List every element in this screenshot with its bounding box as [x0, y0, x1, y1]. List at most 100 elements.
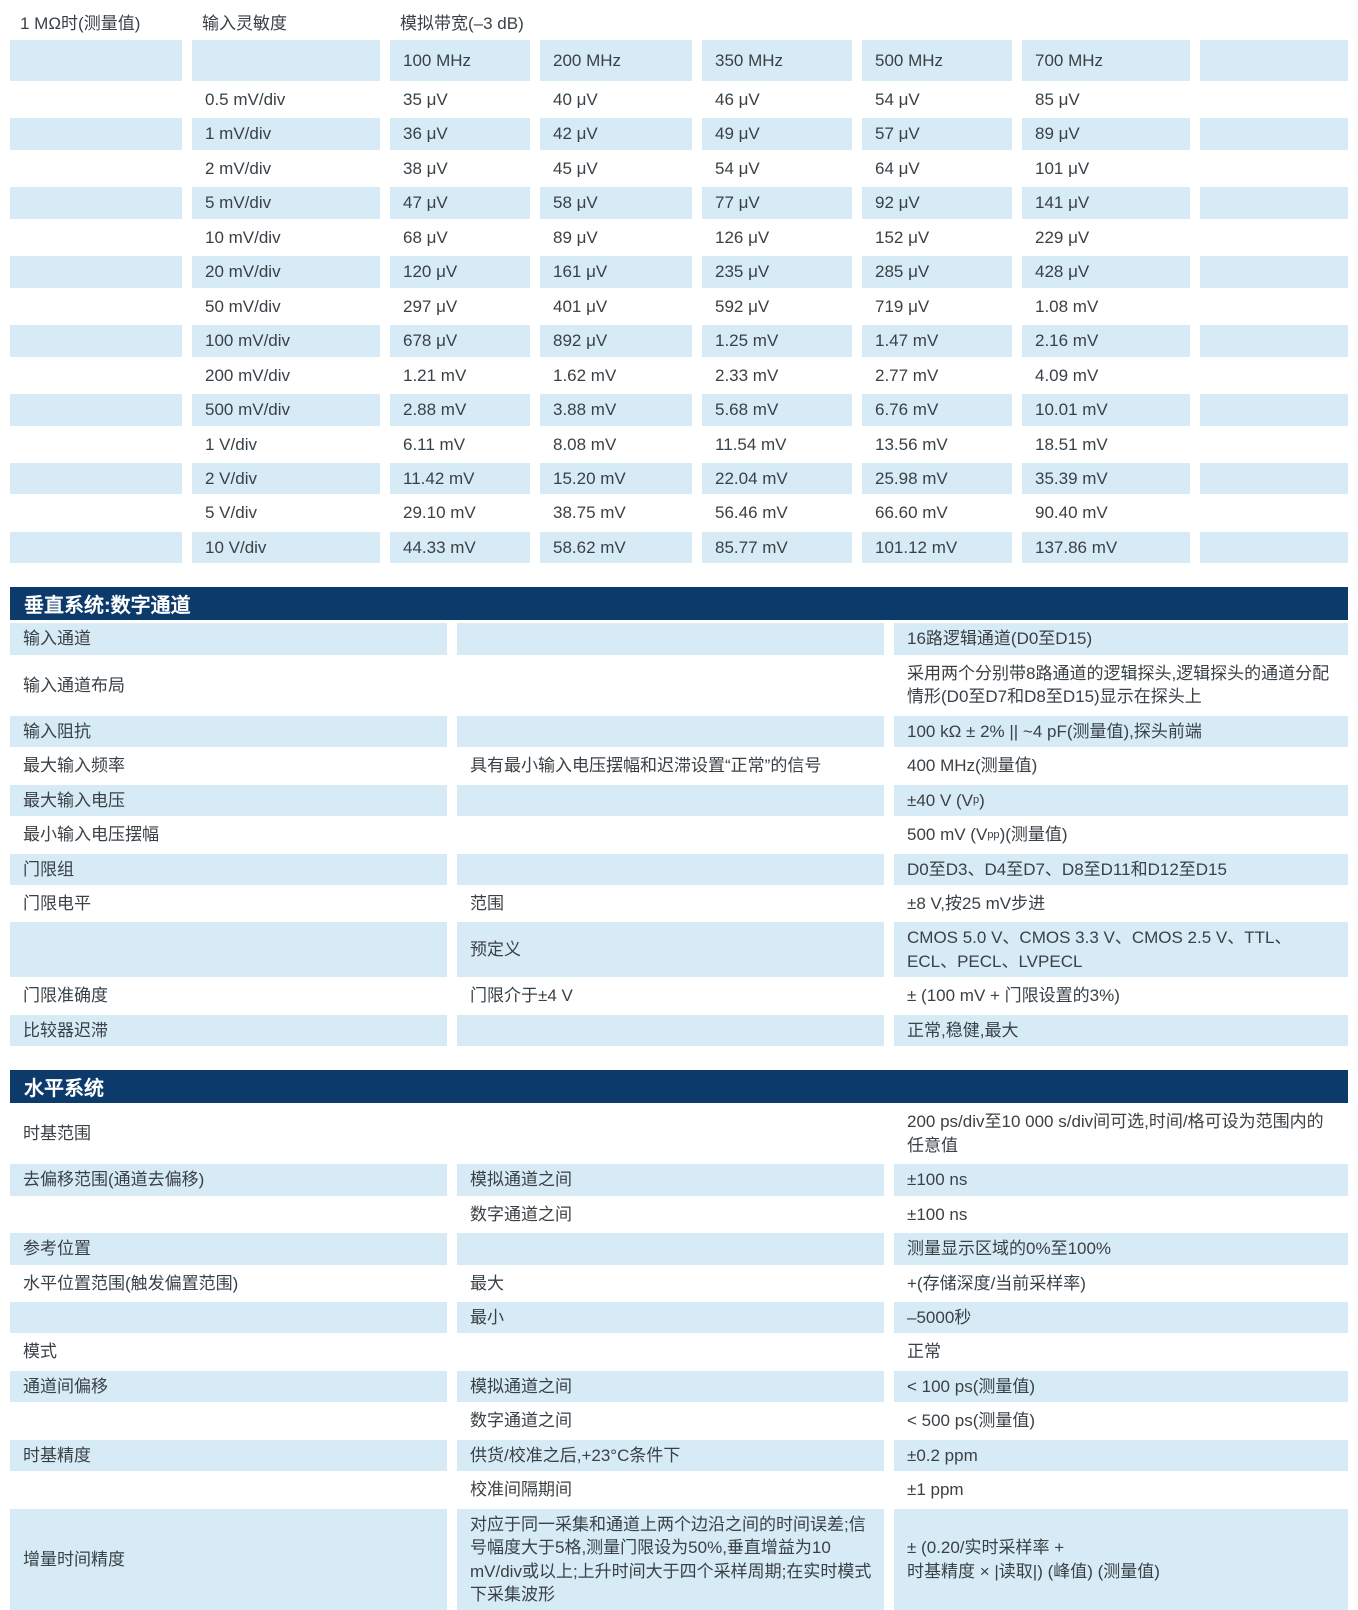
value-cell: 采用两个分别带8路通道的逻辑探头,逻辑探头的通道分配情形(D0至D7和D8至D1…	[907, 663, 1330, 707]
noise-value-cell: 90.40 mV	[1035, 503, 1108, 523]
sensitivity-cell: 100 mV/div	[192, 325, 380, 357]
noise-value-cell: 1.21 mV	[403, 365, 467, 385]
param-cell: 门限电平	[23, 893, 91, 913]
value-cell: +(存储深度/当前采样率)	[907, 1273, 1086, 1293]
bandwidth-header-cell: 700 MHz	[1022, 40, 1190, 81]
param-cell: 时基范围	[23, 1123, 91, 1143]
condition-cell: 最大	[470, 1273, 504, 1293]
noise-value-cell: 47 μV	[390, 187, 530, 219]
empty-cell	[1200, 153, 1348, 184]
noise-value-cell: 428 μV	[1022, 256, 1190, 288]
value-cell: ± (0.20/实时采样率 + 时基精度 × |读取|) (峰值) (测量值)	[894, 1508, 1348, 1610]
param-cell: 模式	[23, 1342, 57, 1362]
noise-value-cell: 42 μV	[540, 118, 692, 150]
empty-cell	[10, 360, 182, 391]
noise-value-cell: 54 μV	[715, 158, 760, 178]
noise-value-cell: 57 μV	[862, 118, 1012, 150]
noise-value-cell: 45 μV	[553, 158, 598, 178]
noise-value-cell: 297 μV	[403, 296, 458, 316]
value-cell: 正常	[907, 1342, 941, 1362]
noise-value-cell: 4.09 mV	[1035, 365, 1099, 385]
empty-cell	[1200, 462, 1348, 495]
param-cell: 最小输入电压摆幅	[23, 825, 159, 845]
condition-cell: 模拟通道之间	[457, 1164, 884, 1196]
noise-value-cell: 64 μV	[875, 158, 920, 178]
noise-value-cell: 6.11 mV	[403, 434, 466, 454]
empty-cell	[1200, 256, 1348, 288]
spec-table: 输入通道 16路逻辑通道(D0至D15) 输入通道布局 采用两个分别带8路通道的逻辑探…	[10, 623, 1348, 1047]
param-cell: 去偏移范围(通道去偏移)	[10, 1164, 447, 1196]
value-cell: 500 mV (V pp)(测量值)	[907, 825, 1068, 845]
value-cell: 400 MHz(测量值)	[907, 756, 1038, 776]
bandwidth-header-cell: 100 MHz	[390, 40, 530, 81]
noise-value-cell: 3.88 mV	[540, 394, 692, 426]
condition-cell	[457, 1336, 884, 1367]
noise-value-cell: 137.86 mV	[1022, 531, 1190, 564]
sensitivity-cell: 200 mV/div	[205, 365, 291, 385]
condition-cell	[457, 853, 884, 885]
corner-label: 1 MΩ时(测量值)	[20, 14, 141, 33]
sensitivity-cell: 10 mV/div	[205, 227, 281, 247]
noise-value-cell: 29.10 mV	[403, 503, 476, 523]
empty-cell	[1200, 429, 1348, 460]
spec-table: 时基范围 200 ps/div至10 000 s/div间可选,时间/格可设为范围…	[10, 1106, 1348, 1610]
empty-cell	[10, 222, 182, 253]
empty-cell	[10, 394, 182, 426]
empty-cell	[10, 40, 182, 81]
value-cell: ±100 ns	[907, 1204, 968, 1224]
sensitivity-table-header: 1 MΩ时(测量值) 输入灵敏度 模拟带宽(–3 dB)	[10, 6, 1348, 37]
condition-cell: 校准间隔期间	[470, 1480, 572, 1500]
param-cell	[10, 1301, 447, 1334]
param-cell	[10, 1199, 447, 1230]
param-cell: 门限组	[10, 853, 447, 885]
value-cell: ±1 ppm	[907, 1480, 964, 1500]
noise-value-cell: 152 μV	[875, 227, 930, 247]
condition-cell: 范围	[470, 893, 504, 913]
empty-cell	[10, 84, 182, 115]
value-cell: < 100 ps(测量值)	[894, 1370, 1348, 1403]
empty-cell	[10, 429, 182, 460]
noise-value-cell: 38.75 mV	[553, 503, 626, 523]
empty-cell	[1200, 40, 1348, 81]
noise-value-cell: 40 μV	[553, 90, 598, 109]
condition-cell	[457, 1233, 884, 1265]
value-cell: D0至D3、D4至D7、D8至D11和D12至D15	[894, 853, 1348, 885]
bandwidth-header-cell: 350 MHz	[702, 40, 852, 81]
noise-value-cell: 2.77 mV	[875, 365, 939, 385]
sensitivity-cell: 5 mV/div	[192, 187, 380, 219]
noise-value-cell: 678 μV	[390, 325, 530, 357]
noise-value-cell: 1.47 mV	[862, 325, 1012, 357]
empty-cell	[10, 325, 182, 357]
noise-value-cell: 49 μV	[702, 118, 852, 150]
condition-cell: 供货/校准之后,+23°C条件下	[457, 1439, 884, 1472]
value-cell: < 500 ps(测量值)	[907, 1411, 1036, 1431]
param-cell: 门限准确度	[23, 986, 108, 1006]
empty-cell	[1200, 187, 1348, 219]
noise-value-cell: 161 μV	[540, 256, 692, 288]
analog-bandwidth-label: 模拟带宽(–3 dB)	[400, 14, 524, 33]
param-cell: 最大输入频率	[23, 756, 125, 776]
param-cell: 通道间偏移	[10, 1370, 447, 1403]
section-title: 水平系统	[10, 1070, 1348, 1104]
sensitivity-cell: 10 V/div	[192, 531, 380, 564]
noise-value-cell: 235 μV	[702, 256, 852, 288]
condition-cell: 预定义	[457, 922, 884, 978]
noise-value-cell: 2.88 mV	[390, 394, 530, 426]
param-cell: 水平位置范围(触发偏置范围)	[23, 1273, 239, 1293]
condition-cell: 对应于同一采集和通道上两个边沿之间的时间误差;信号幅度大于5格,测量门限设为50…	[457, 1508, 884, 1610]
noise-value-cell: 229 μV	[1035, 227, 1090, 247]
condition-cell: 数字通道之间	[470, 1411, 572, 1431]
noise-value-cell: 58 μV	[540, 187, 692, 219]
input-sensitivity-label: 输入灵敏度	[202, 14, 287, 33]
empty-cell	[10, 291, 182, 322]
condition-cell	[457, 658, 884, 713]
condition-cell	[457, 623, 884, 655]
noise-value-cell: 285 μV	[862, 256, 1012, 288]
sensitivity-cell: 1 V/div	[205, 434, 257, 454]
empty-cell	[10, 497, 182, 528]
value-cell: –5000秒	[894, 1301, 1348, 1334]
noise-value-cell: 85.77 mV	[702, 531, 852, 564]
noise-value-cell: 46 μV	[715, 90, 760, 109]
sensitivity-cell: 5 V/div	[205, 503, 257, 523]
